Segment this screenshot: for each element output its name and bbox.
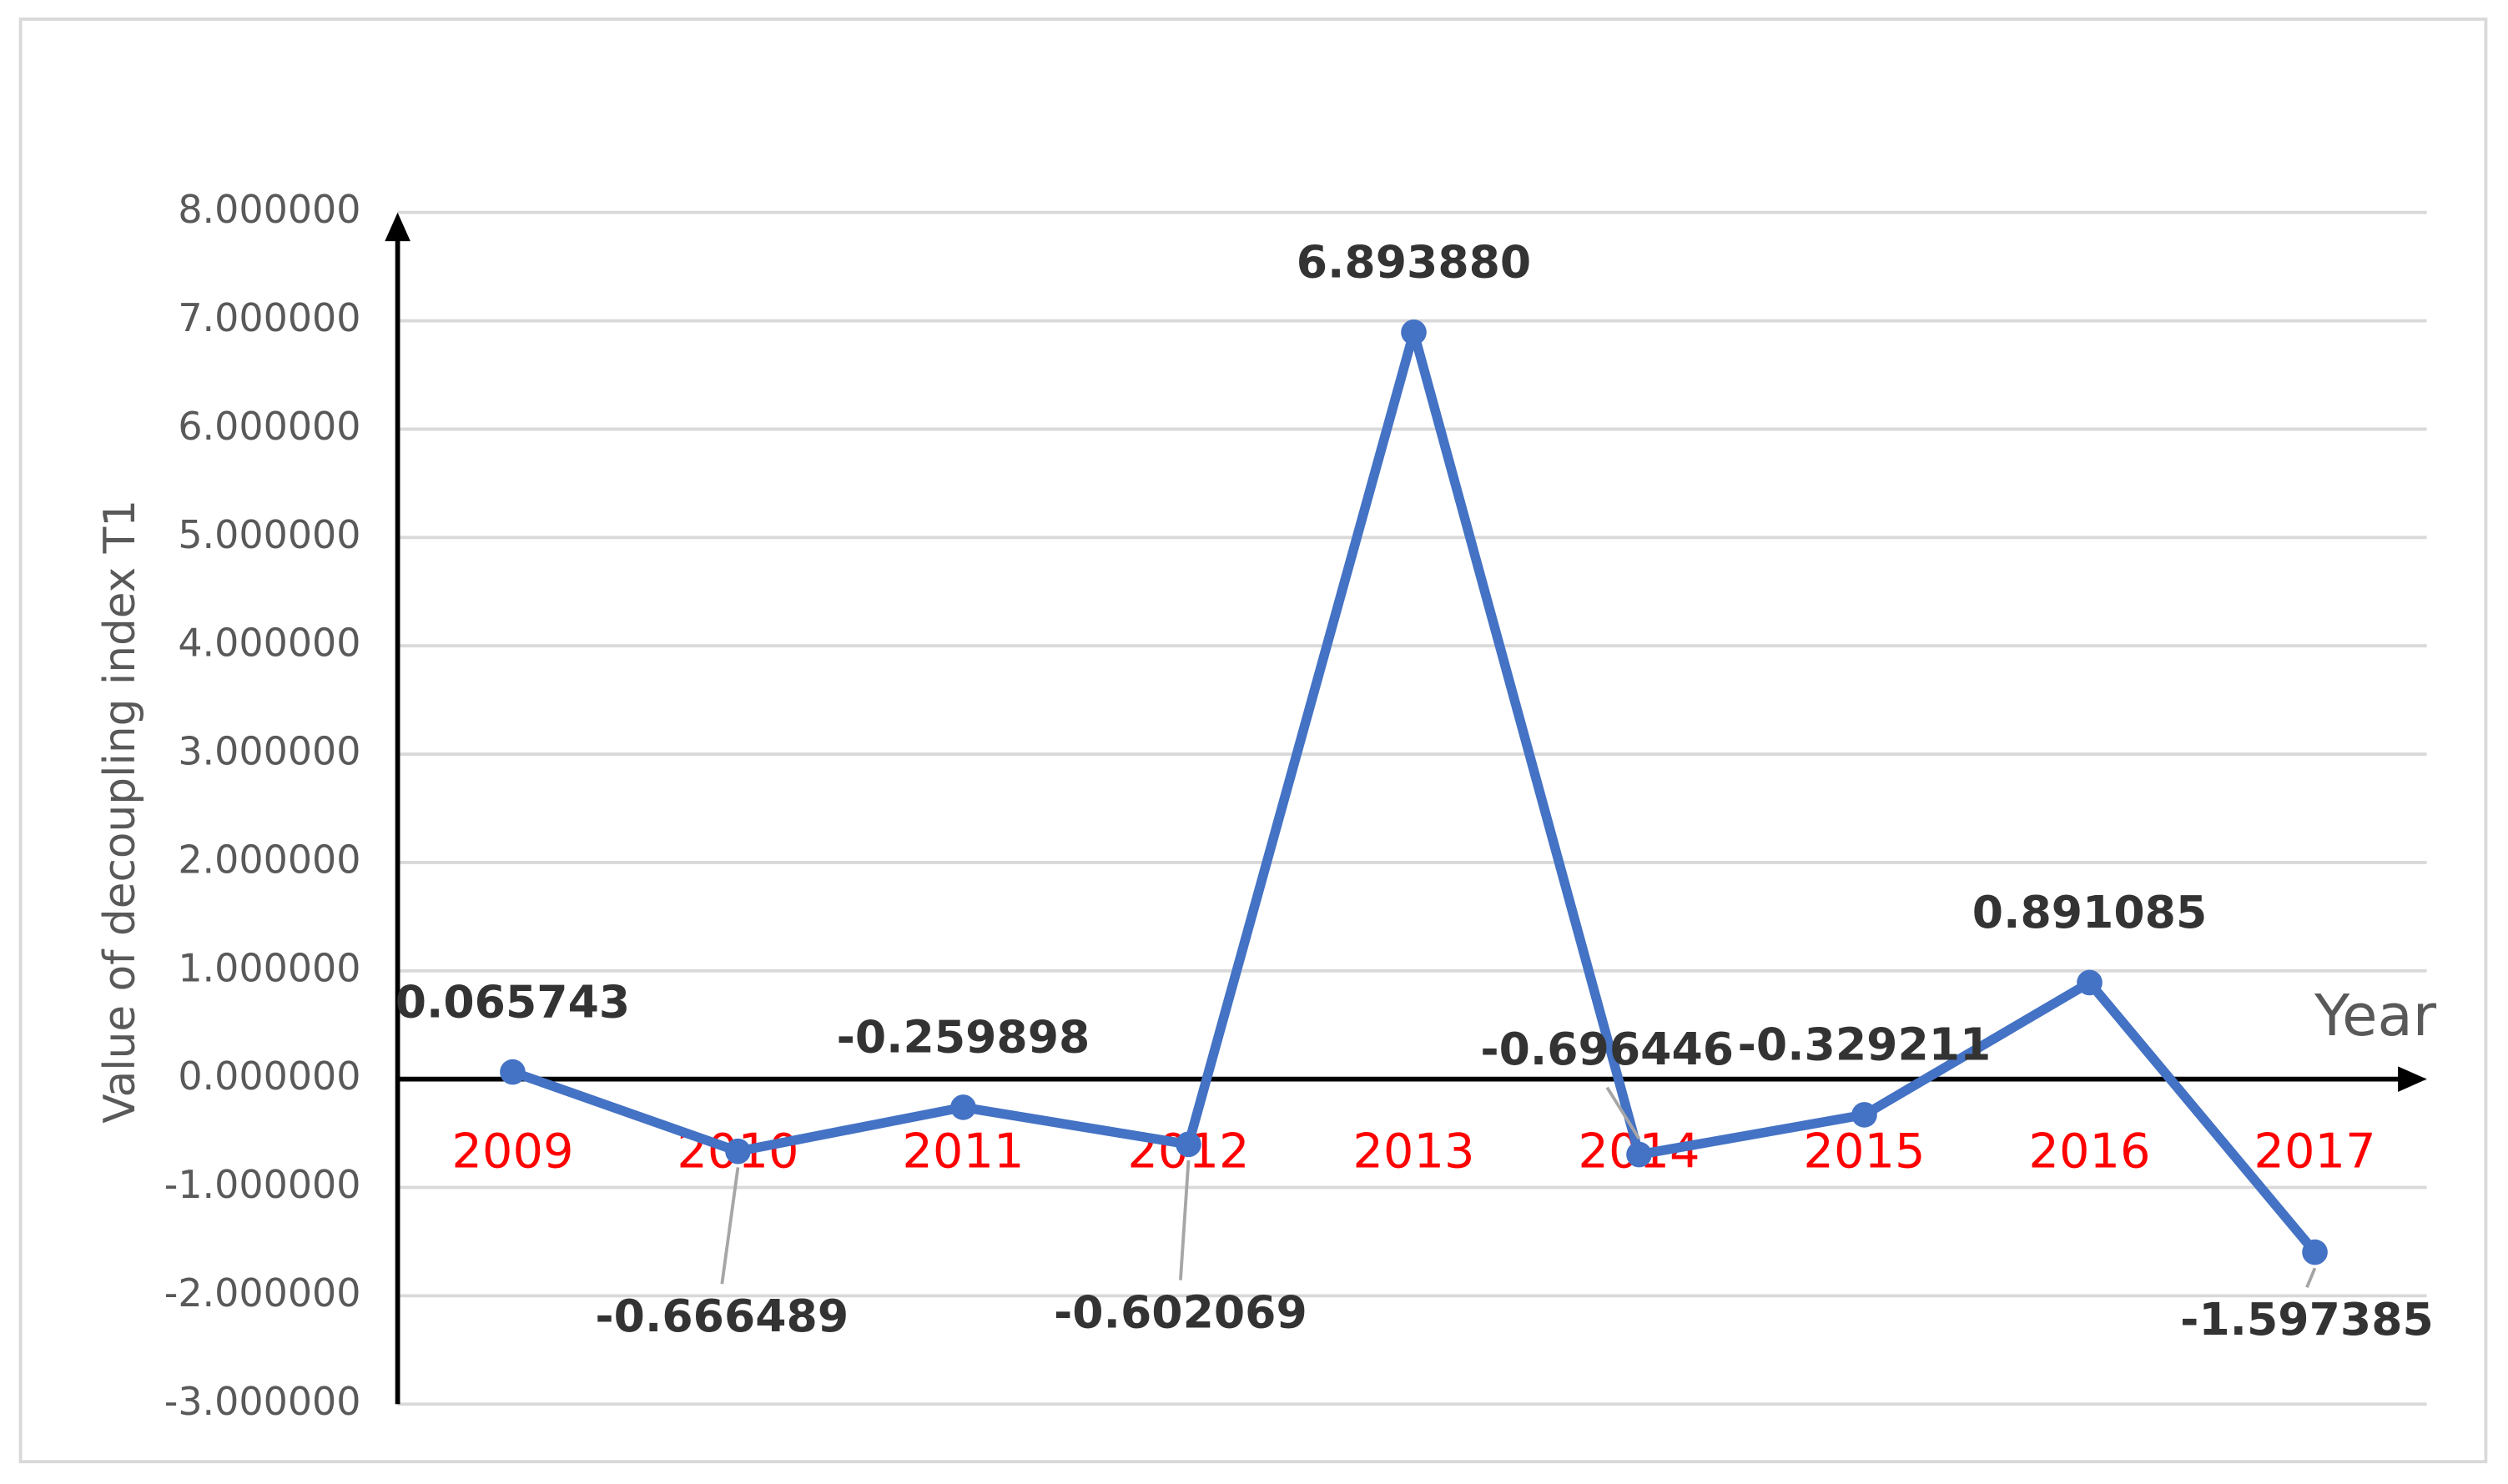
plot: 0.065743 -0.666489 -0.259898 -0.602069 6.893… [395, 236, 2434, 1346]
data-label: -0.259898 [837, 1011, 1090, 1064]
data-label: -0.666489 [595, 1290, 849, 1342]
data-label: 0.065743 [395, 975, 630, 1028]
y-tick-label: 4.000000 [178, 621, 360, 666]
y-tick-label: 0.000000 [178, 1054, 360, 1099]
x-tick-label: 2013 [1352, 1123, 1474, 1179]
y-axis-arrow [385, 212, 410, 242]
y-tick-label: 8.000000 [178, 187, 360, 232]
x-tick-label: 2016 [2028, 1123, 2150, 1179]
data-label: -0.696446 [1480, 1023, 1734, 1075]
leader-line [1179, 1160, 1191, 1280]
y-tick-label: 1.000000 [178, 945, 360, 990]
y-tick-label: 6.000000 [178, 404, 360, 449]
x-tick-label: 2017 [2254, 1123, 2375, 1179]
y-tick-label: 3.000000 [178, 729, 360, 774]
x-tick-label: 2011 [902, 1123, 1024, 1179]
y-axis-title: Value of decoupling index T1 [95, 500, 145, 1124]
x-axis-title: Year [2314, 983, 2437, 1049]
leader-line [2305, 1267, 2317, 1288]
leader-line [1605, 1086, 1641, 1139]
data-label: 6.893880 [1297, 236, 1531, 289]
point [1626, 1141, 1652, 1168]
y-tick-label: 5.000000 [178, 512, 360, 557]
y-tick-label: -3.000000 [164, 1379, 361, 1424]
point [500, 1059, 526, 1085]
y-tick-label: 7.000000 [178, 295, 360, 340]
point [1401, 319, 1427, 345]
point [2077, 969, 2103, 996]
y-tick-label: -2.000000 [164, 1270, 361, 1315]
data-label: -0.602069 [1054, 1285, 1307, 1338]
grid: -3.000000 -2.000000 -1.000000 0.000000 1.000… [164, 187, 2427, 1424]
point [1176, 1131, 1201, 1158]
point [2302, 1239, 2328, 1265]
y-tick-label: -1.000000 [164, 1162, 361, 1207]
chart-border [18, 18, 2488, 1464]
x-tick-label: 2015 [1803, 1123, 1925, 1179]
data-label: -0.329211 [1738, 1019, 1992, 1071]
data-label: -1.597385 [2180, 1293, 2434, 1346]
x-tick-label: 2009 [451, 1123, 573, 1179]
point [1851, 1102, 1877, 1128]
point [725, 1138, 751, 1165]
y-tick-label: 2.000000 [178, 837, 360, 882]
leader-line [720, 1167, 740, 1285]
x-axis-arrow [2398, 1066, 2427, 1092]
point [950, 1094, 976, 1120]
data-label: 0.891085 [1972, 886, 2207, 938]
